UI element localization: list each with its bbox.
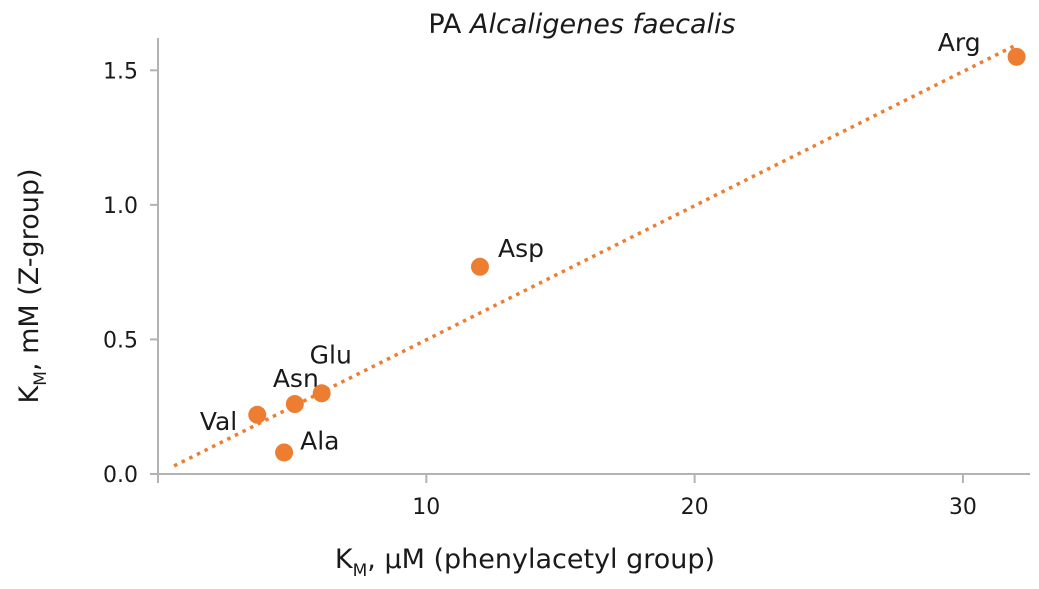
point-label-glu: Glu [310,340,352,369]
point-label-asn: Asn [273,364,319,393]
point-label-arg: Arg [938,28,981,57]
y-tick-label: 1.5 [103,59,138,84]
data-point-arg [1007,47,1026,66]
x-axis-title-main: K [335,544,354,575]
x-axis-title-rest: , μM (phenylacetyl group) [367,544,715,575]
data-point-ala [275,443,294,462]
y-axis-title: KM, mM (Z-group) [14,169,51,404]
y-axis-title-rest: , mM (Z-group) [14,169,45,372]
data-point-asp [470,257,489,276]
x-axis-title-sub: M [353,561,368,581]
x-tick-label: 30 [949,495,977,520]
x-axis-title: KM, μM (phenylacetyl group) [335,544,715,581]
data-point-asn [285,395,304,414]
point-label-asp: Asp [498,234,544,263]
y-tick-label: 1.0 [103,194,138,219]
chart-title-prefix: PA [428,9,462,40]
x-ticks: 10 20 30 [157,474,977,520]
y-axis-title-main: K [14,384,45,403]
point-label-val: Val [200,407,237,436]
chart-title-species: Alcaligenes faecalis [468,9,736,40]
data-point-glu [312,384,331,403]
chart-title: PA Alcaligenes faecalis [428,9,735,40]
x-tick-label: 20 [681,495,709,520]
y-tick-label: 0.0 [103,463,138,488]
data-point-val [248,405,267,424]
y-tick-label: 0.5 [103,328,138,353]
x-tick-label: 10 [412,495,440,520]
point-label-ala: Ala [300,426,339,455]
axes [157,38,1030,475]
y-ticks: 0.0 0.5 1.0 1.5 [103,59,158,488]
y-axis-title-sub: M [31,371,51,386]
